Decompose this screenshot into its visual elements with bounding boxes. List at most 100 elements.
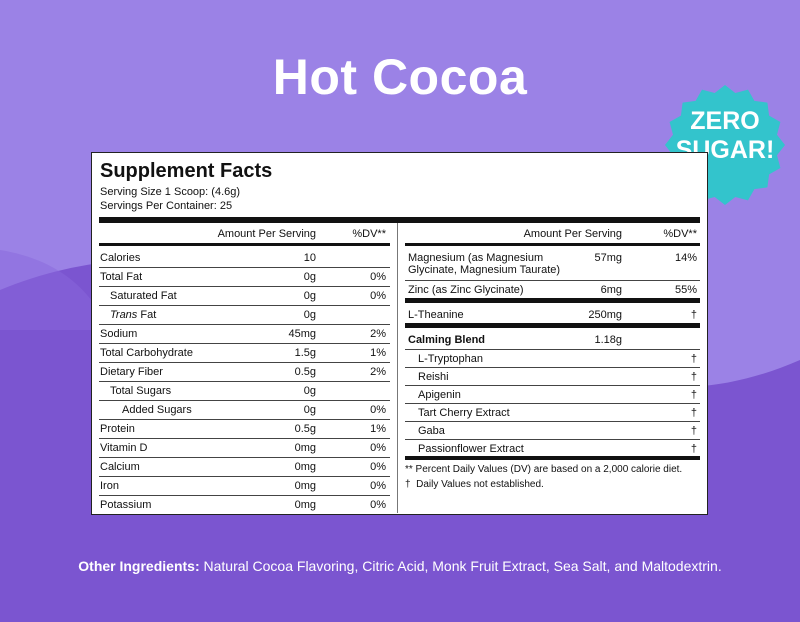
right-nutrient-amount: 1.18g [594, 334, 622, 346]
left-row-divider [99, 381, 390, 382]
other-ingredients-label: Other Ingredients: [78, 558, 200, 574]
left-nutrient-name: Calcium [100, 461, 140, 473]
left-nutrient-amount: 0g [303, 404, 316, 416]
left-header-rule [99, 243, 390, 246]
left-nutrient-name: Trans Fat [110, 309, 156, 321]
left-nutrient-dv: 0% [370, 480, 386, 492]
dagger-footnote-text: Daily Values not established. [416, 479, 544, 490]
right-nutrient-name-line1: Magnesium (as Magnesium [408, 252, 544, 264]
right-nutrient-dv: † [690, 425, 697, 437]
other-ingredients: Other Ingredients: Natural Cocoa Flavori… [0, 558, 800, 574]
product-title: Hot Cocoa [272, 49, 528, 105]
left-nutrient-name: Saturated Fat [110, 290, 177, 302]
right-nutrient-amount: 250mg [588, 309, 622, 321]
left-amount-header: Amount Per Serving [217, 228, 316, 240]
right-nutrient-name: Apigenin [418, 389, 461, 401]
right-nutrient-dv: † [690, 407, 697, 419]
facts-heading: Supplement Facts [100, 160, 273, 182]
right-row-divider [405, 349, 700, 350]
left-nutrient-name: Protein [100, 423, 135, 435]
left-nutrient-amount: 0g [303, 385, 316, 397]
left-nutrient-dv: 1% [370, 423, 386, 435]
left-nutrient-name: Dietary Fiber [100, 366, 163, 378]
left-nutrient-name: Added Sugars [122, 404, 192, 416]
left-nutrient-name: Total Fat [100, 271, 143, 283]
left-nutrient-name: Iron [100, 480, 119, 492]
right-nutrient-name: L-Theanine [408, 309, 464, 321]
left-nutrient-name-rest: Fat [137, 309, 157, 321]
left-nutrient-amount: 0g [303, 290, 316, 302]
left-nutrient-name: Calories [100, 252, 141, 264]
right-nutrient-name: Gaba [418, 425, 445, 437]
dagger-mark: † [405, 479, 411, 490]
right-row-divider [405, 280, 700, 281]
right-nutrient-name: Magnesium (as Magnesium Glycinate, Magnes… [408, 252, 560, 276]
left-nutrient-amount: 0.5g [294, 423, 316, 435]
left-row-divider [99, 267, 390, 268]
left-nutrient-name: Vitamin D [100, 442, 148, 454]
right-nutrient-name: Tart Cherry Extract [418, 407, 510, 419]
left-row-divider [99, 419, 390, 420]
left-row-divider [99, 286, 390, 287]
left-row-divider [99, 362, 390, 363]
servings-per-container: Servings Per Container: 25 [100, 200, 233, 212]
right-row-divider [405, 439, 700, 440]
right-nutrient-dv: † [690, 371, 697, 383]
left-nutrient-amount: 0mg [294, 442, 316, 454]
column-divider [397, 223, 398, 513]
right-nutrient-dv: † [690, 309, 697, 321]
left-row-divider [99, 400, 390, 401]
right-nutrient-name: Zinc (as Zinc Glycinate) [408, 284, 524, 296]
left-row-divider [99, 305, 390, 306]
right-nutrient-dv: † [690, 353, 697, 365]
left-row-divider [99, 324, 390, 325]
left-nutrient-amount: 0g [303, 309, 316, 321]
right-row-divider [405, 456, 700, 460]
right-amount-header: Amount Per Serving [523, 228, 622, 240]
right-nutrient-name: L-Tryptophan [418, 353, 484, 365]
left-nutrient-name: Sodium [100, 328, 138, 340]
left-row-divider [99, 476, 390, 477]
supplement-facts-panel: Supplement Facts Serving Size 1 Scoop: (… [91, 152, 708, 515]
left-nutrient-amount: 10 [303, 252, 316, 264]
left-nutrient-amount: 0mg [294, 499, 316, 511]
left-nutrient-dv: 0% [370, 290, 386, 302]
left-row-divider [99, 438, 390, 439]
right-row-divider [405, 403, 700, 404]
serving-size: Serving Size 1 Scoop: (4.6g) [100, 186, 241, 198]
left-nutrient-amount: 0mg [294, 480, 316, 492]
left-row-divider [99, 343, 390, 344]
left-nutrient-dv: 2% [370, 328, 386, 340]
left-nutrient-dv: 1% [370, 347, 386, 359]
left-row-divider [99, 457, 390, 458]
left-nutrient-name: Total Carbohydrate [100, 347, 193, 359]
right-nutrient-name: Reishi [418, 371, 449, 383]
right-row-divider [405, 385, 700, 386]
right-nutrient-dv: 14% [674, 252, 697, 264]
right-nutrient-dv: 55% [674, 284, 697, 296]
left-nutrient-amount: 45mg [288, 328, 316, 340]
left-row-divider [99, 495, 390, 496]
right-nutrient-amount: 57mg [594, 252, 622, 264]
right-row-divider [405, 298, 700, 303]
badge-line-1: ZERO [690, 107, 760, 135]
left-nutrient-dv: 0% [370, 499, 386, 511]
left-dv-header: %DV** [352, 228, 386, 240]
top-rule [99, 217, 700, 223]
left-nutrient-amount: 0mg [294, 461, 316, 473]
right-row-divider [405, 367, 700, 368]
right-nutrient-name: Calming Blend [408, 334, 486, 346]
left-nutrient-dv: 0% [370, 442, 386, 454]
right-header-rule [405, 243, 700, 246]
left-nutrient-name-italic: Trans [110, 309, 138, 321]
other-ingredients-text: Natural Cocoa Flavoring, Citric Acid, Mo… [199, 558, 722, 574]
dv-footnote: ** Percent Daily Values (DV) are based o… [405, 464, 683, 475]
right-dv-header: %DV** [663, 228, 697, 240]
left-nutrient-name: Potassium [100, 499, 152, 511]
left-nutrient-name: Total Sugars [110, 385, 172, 397]
left-nutrient-dv: 2% [370, 366, 386, 378]
dagger-footnote: † Daily Values not established. [405, 479, 544, 490]
right-nutrient-name-line2: Glycinate, Magnesium Taurate) [408, 264, 561, 276]
left-nutrient-dv: 0% [370, 461, 386, 473]
left-nutrient-amount: 0g [303, 271, 316, 283]
